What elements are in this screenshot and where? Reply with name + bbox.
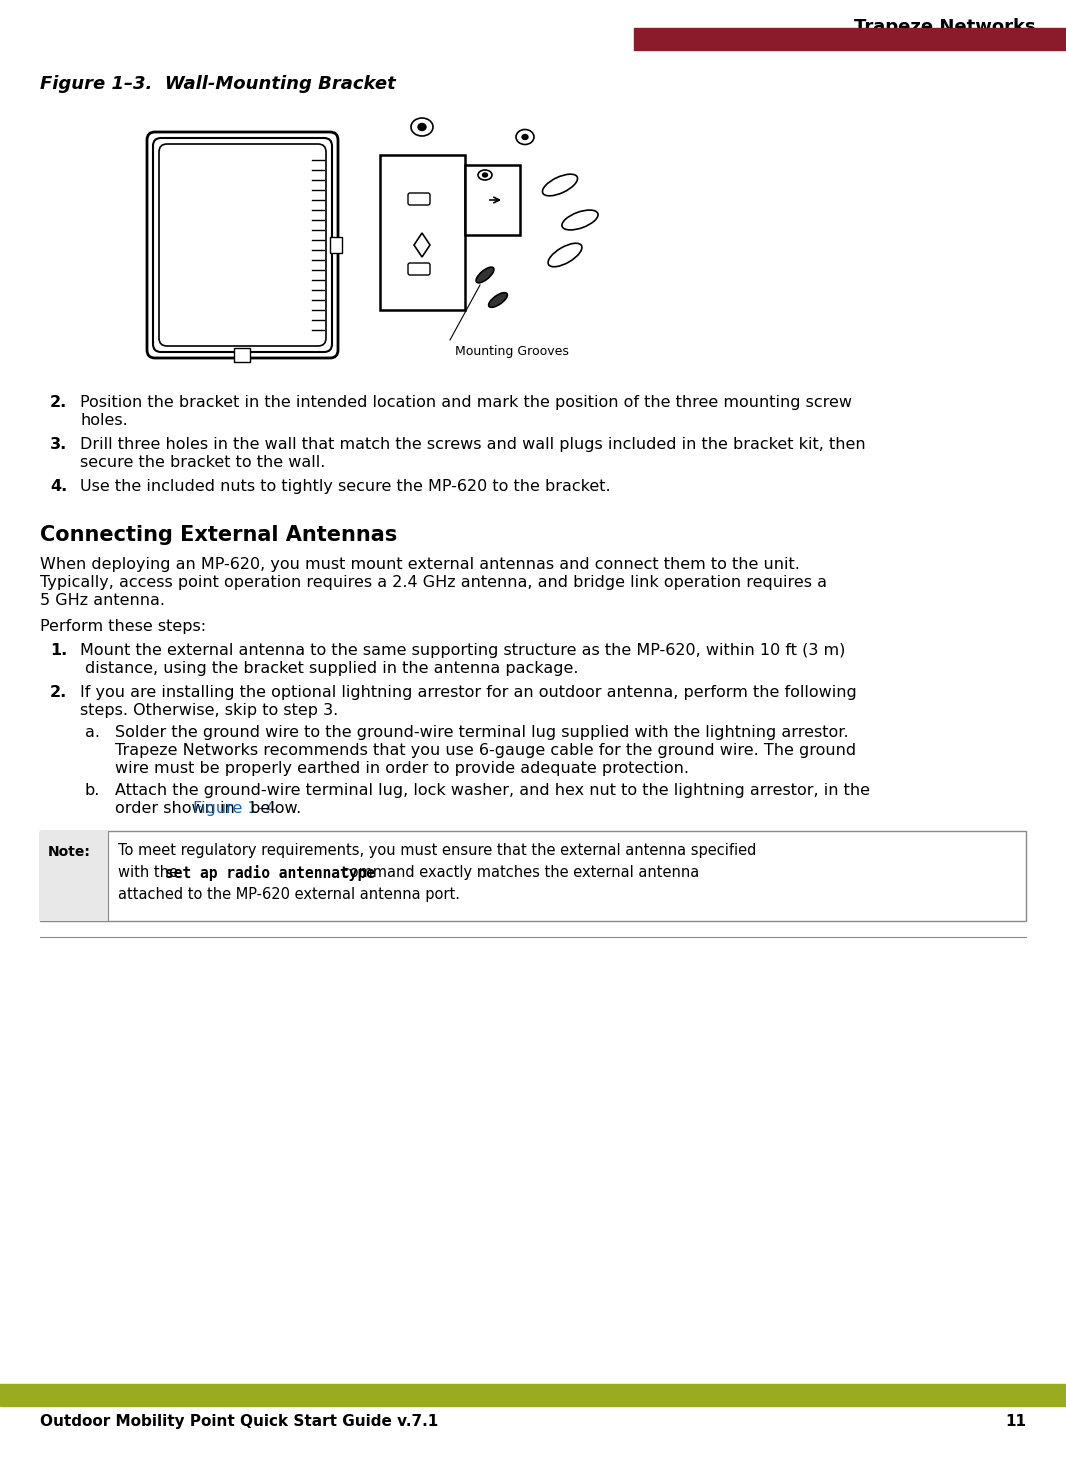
Text: Solder the ground wire to the ground-wire terminal lug supplied with the lightni: Solder the ground wire to the ground-wir… — [115, 725, 849, 740]
Ellipse shape — [418, 124, 426, 130]
Text: attached to the MP-620 external antenna port.: attached to the MP-620 external antenna … — [118, 887, 461, 902]
Text: Figure 1–4: Figure 1–4 — [193, 801, 276, 816]
Text: Trapeze Networks: Trapeze Networks — [854, 18, 1036, 36]
Text: If you are installing the optional lightning arrestor for an outdoor antenna, pe: If you are installing the optional light… — [80, 684, 857, 700]
Text: order shown in: order shown in — [115, 801, 240, 816]
Text: 1.: 1. — [50, 643, 67, 658]
Text: To meet regulatory requirements, you must ensure that the external antenna speci: To meet regulatory requirements, you mus… — [118, 843, 757, 858]
Text: with the: with the — [118, 865, 182, 880]
Text: Attach the ground-wire terminal lug, lock washer, and hex nut to the lightning a: Attach the ground-wire terminal lug, loc… — [115, 783, 870, 798]
FancyBboxPatch shape — [408, 193, 430, 206]
Text: When deploying an MP-620, you must mount external antennas and connect them to t: When deploying an MP-620, you must mount… — [41, 557, 800, 572]
Text: Perform these steps:: Perform these steps: — [41, 619, 206, 635]
Bar — [634, 28, 1066, 50]
Text: Drill three holes in the wall that match the screws and wall plugs included in t: Drill three holes in the wall that match… — [80, 438, 866, 452]
Polygon shape — [414, 233, 430, 257]
Text: wire must be properly earthed in order to provide adequate protection.: wire must be properly earthed in order t… — [115, 762, 689, 776]
Ellipse shape — [543, 174, 578, 196]
Text: Position the bracket in the intended location and mark the position of the three: Position the bracket in the intended loc… — [80, 395, 852, 410]
Text: 5 GHz antenna.: 5 GHz antenna. — [41, 592, 165, 608]
Text: below.: below. — [245, 801, 302, 816]
Bar — [330, 236, 342, 252]
Text: holes.: holes. — [80, 413, 128, 427]
Ellipse shape — [483, 174, 487, 177]
FancyBboxPatch shape — [154, 139, 332, 352]
Text: command exactly matches the external antenna: command exactly matches the external ant… — [337, 865, 699, 880]
Ellipse shape — [411, 118, 433, 136]
Text: steps. Otherwise, skip to step 3.: steps. Otherwise, skip to step 3. — [80, 703, 338, 718]
FancyBboxPatch shape — [159, 144, 326, 346]
Bar — [41, 832, 108, 921]
Text: secure the bracket to the wall.: secure the bracket to the wall. — [80, 455, 325, 470]
Text: 3.: 3. — [50, 438, 67, 452]
FancyBboxPatch shape — [147, 131, 338, 357]
Ellipse shape — [522, 134, 528, 140]
Ellipse shape — [488, 293, 507, 308]
Text: Figure 1–3.  Wall-Mounting Bracket: Figure 1–3. Wall-Mounting Bracket — [41, 74, 395, 93]
Polygon shape — [465, 165, 520, 235]
Ellipse shape — [562, 210, 598, 231]
Ellipse shape — [516, 130, 534, 144]
Text: 4.: 4. — [50, 479, 67, 495]
Bar — [0, 1385, 1066, 1406]
Ellipse shape — [548, 244, 582, 267]
Text: Note:: Note: — [48, 845, 91, 859]
Text: Trapeze Networks recommends that you use 6-gauge cable for the ground wire. The : Trapeze Networks recommends that you use… — [115, 743, 856, 759]
Text: Typically, access point operation requires a 2.4 GHz antenna, and bridge link op: Typically, access point operation requir… — [41, 575, 827, 589]
Ellipse shape — [478, 171, 492, 179]
Bar — [41, 832, 1025, 921]
Text: a.: a. — [85, 725, 100, 740]
Text: Connecting External Antennas: Connecting External Antennas — [41, 525, 398, 546]
Text: Outdoor Mobility Point Quick Start Guide v.7.1: Outdoor Mobility Point Quick Start Guide… — [41, 1414, 438, 1428]
FancyBboxPatch shape — [408, 263, 430, 274]
Polygon shape — [379, 155, 465, 309]
Text: b.: b. — [85, 783, 100, 798]
Text: distance, using the bracket supplied in the antenna package.: distance, using the bracket supplied in … — [85, 661, 579, 676]
Text: 2.: 2. — [50, 395, 67, 410]
Text: 2.: 2. — [50, 684, 67, 700]
Bar — [235, 349, 251, 362]
Text: Mounting Grooves: Mounting Grooves — [455, 344, 569, 357]
Text: Mount the external antenna to the same supporting structure as the MP-620, withi: Mount the external antenna to the same s… — [80, 643, 845, 658]
Text: set ap radio antennatype: set ap radio antennatype — [165, 865, 375, 881]
Ellipse shape — [477, 267, 494, 283]
Text: Use the included nuts to tightly secure the MP-620 to the bracket.: Use the included nuts to tightly secure … — [80, 479, 611, 495]
Text: 11: 11 — [1005, 1414, 1025, 1428]
